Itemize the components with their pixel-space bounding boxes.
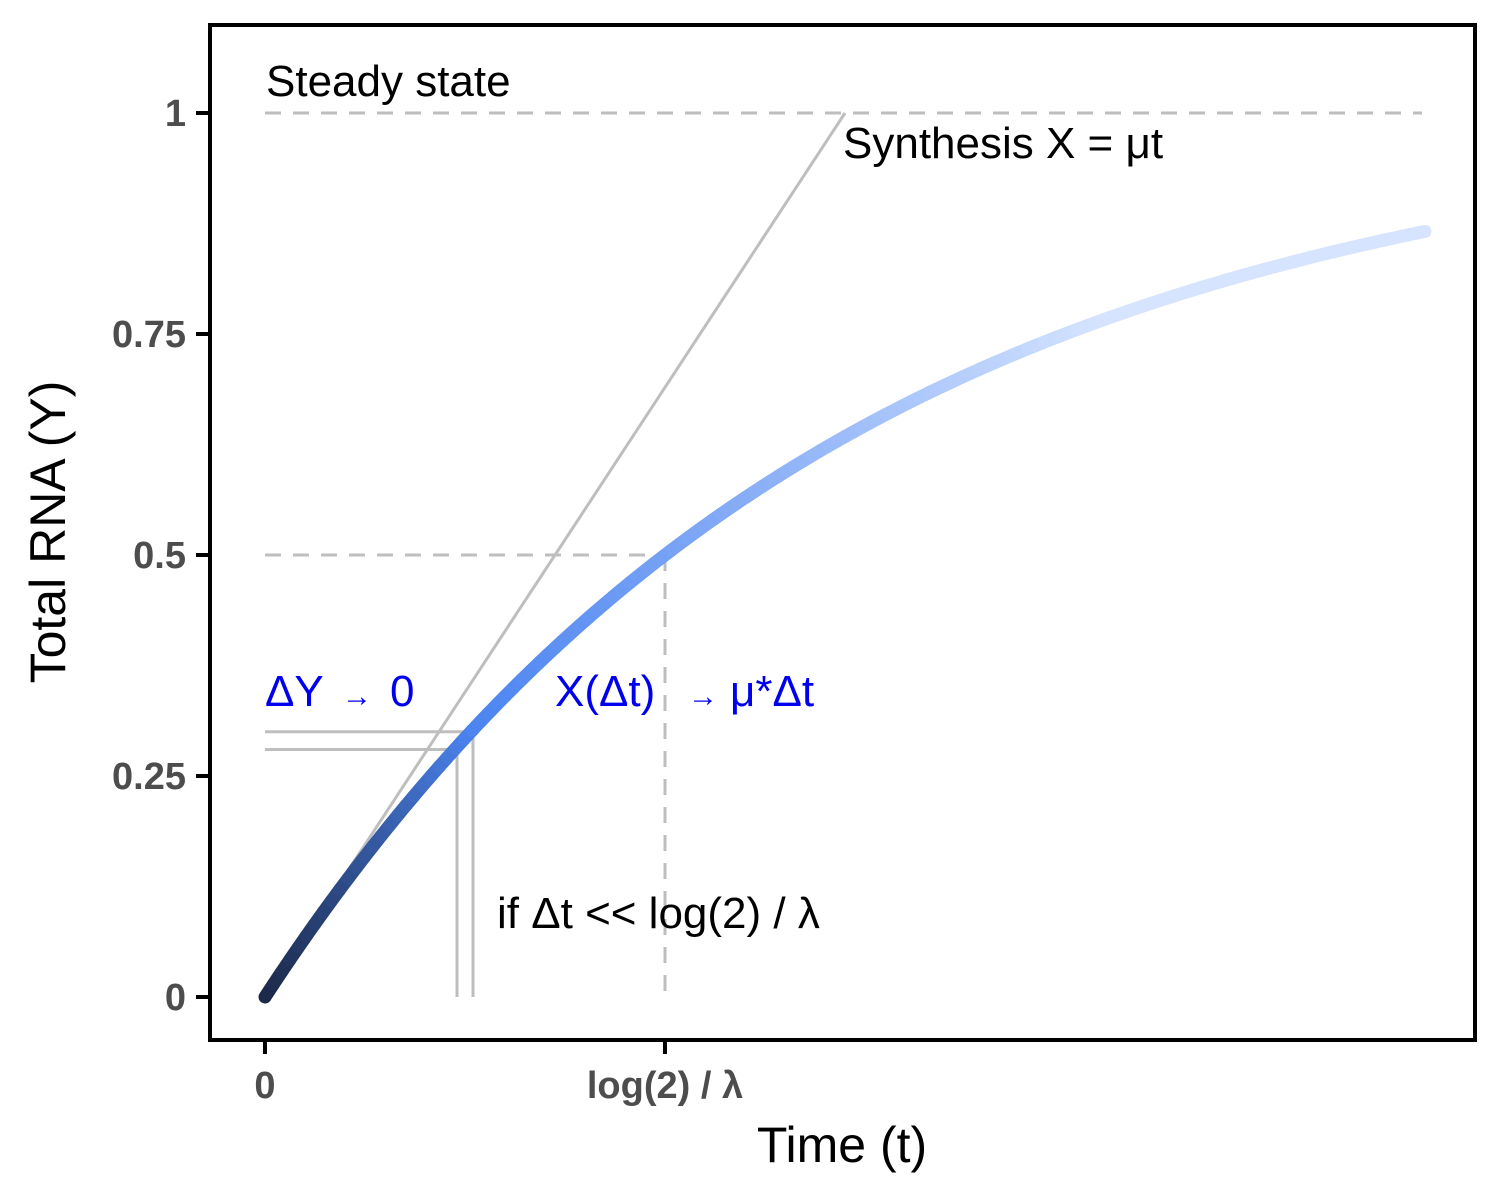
y-tick-label: 1: [165, 93, 186, 135]
x-axis-ticks: 0 log(2) / λ: [254, 1040, 743, 1107]
delta-y-annotation: ΔY → 0: [265, 667, 414, 716]
x-delta-annotation: X(Δt) → μ*Δt: [555, 667, 814, 716]
y-tick-label: 0.5: [133, 535, 186, 577]
x-axis-title: Time (t): [757, 1117, 927, 1173]
synthesis-line: [263, 112, 847, 998]
y-axis-ticks: 0 0.25 0.5 0.75 1: [112, 93, 210, 1019]
delta-y-left: ΔY: [265, 667, 324, 716]
plot-panel: [208, 23, 1477, 1042]
curve-segment: [1410, 224, 1432, 240]
condition-label: if Δt << log(2) / λ: [497, 889, 820, 938]
delta-y-arrow: →: [342, 680, 372, 713]
x-delta-right: μ*Δt: [730, 667, 814, 716]
synthesis-label: Synthesis X = μt: [843, 119, 1163, 168]
y-tick-label: 0: [165, 977, 186, 1019]
x-delta-left: X(Δt): [555, 667, 655, 716]
y-axis-title: Total RNA (Y): [20, 381, 76, 684]
rna-curve: [258, 224, 1432, 1004]
x-tick-label: log(2) / λ: [587, 1065, 743, 1107]
y-tick-label: 0.25: [112, 756, 186, 798]
x-delta-arrow: →: [688, 680, 718, 713]
delta-y-right: 0: [390, 667, 414, 716]
x-tick-label: 0: [254, 1065, 275, 1107]
steady-state-label: Steady state: [266, 57, 511, 106]
reference-lines: [263, 111, 1422, 998]
y-tick-label: 0.75: [112, 314, 186, 356]
